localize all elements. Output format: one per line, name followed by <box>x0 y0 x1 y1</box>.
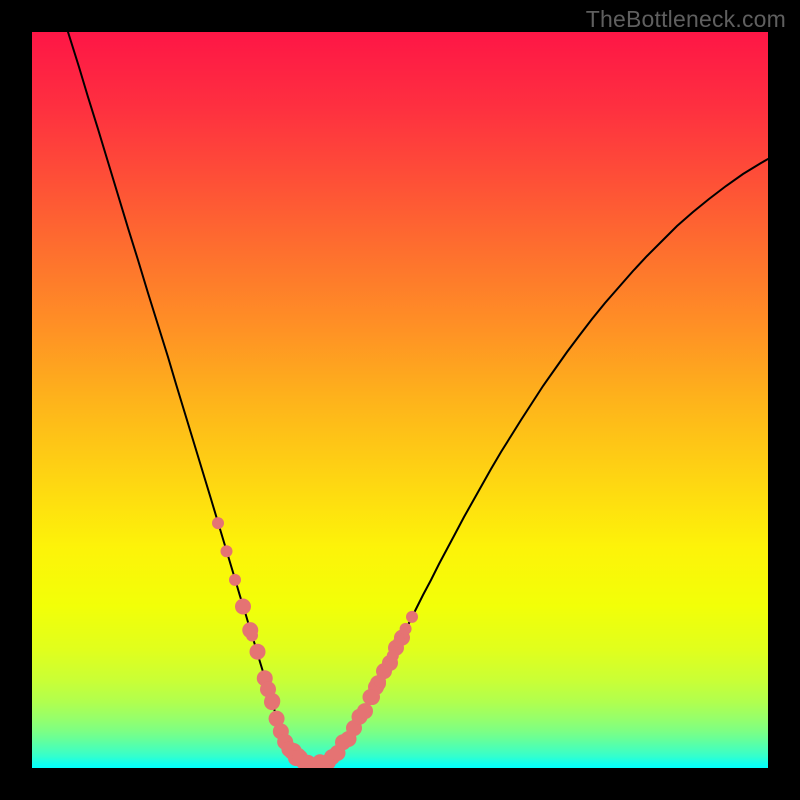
marker-dot <box>380 662 392 674</box>
marker-dot <box>357 703 373 719</box>
marker-dot <box>364 689 380 705</box>
marker-dot <box>235 598 251 614</box>
chart-frame: TheBottleneck.com <box>0 0 800 800</box>
marker-dot <box>406 611 418 623</box>
gradient-background <box>32 32 768 768</box>
marker-dot <box>242 622 258 638</box>
marker-dot <box>229 574 241 586</box>
marker-dot <box>387 650 399 662</box>
marker-dot <box>221 545 233 557</box>
marker-dot <box>250 644 266 660</box>
marker-dot <box>400 623 412 635</box>
plot-svg <box>32 32 768 768</box>
watermark-text: TheBottleneck.com <box>586 6 786 33</box>
bottleneck-plot <box>32 32 768 768</box>
marker-dot <box>264 693 280 709</box>
marker-dot <box>393 636 405 648</box>
marker-dot <box>374 675 386 687</box>
marker-dot <box>212 517 224 529</box>
